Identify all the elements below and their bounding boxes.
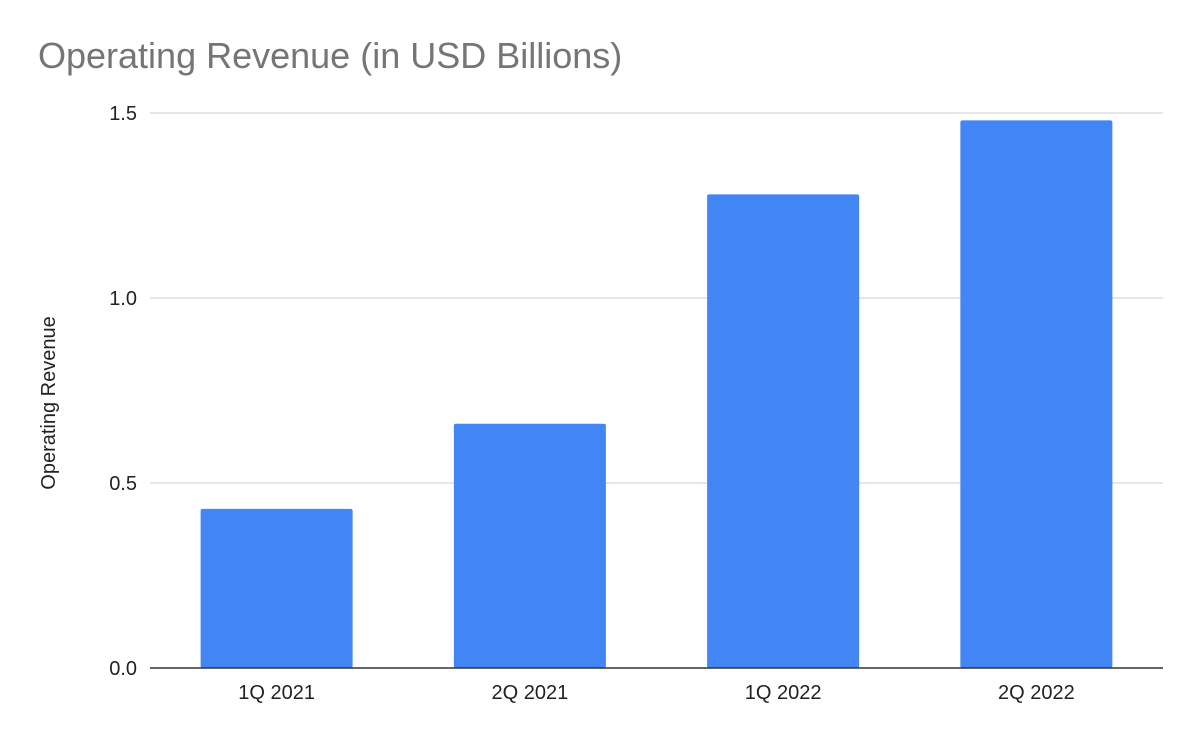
x-axis-ticks: 1Q 2021 2Q 2021 1Q 2022 2Q 2022 [238,682,1074,704]
y-axis-label: Operating Revenue [38,316,60,489]
bar-2q-2021 [453,423,606,668]
y-tick-label: 1.5 [109,103,137,125]
bar-1q-2022 [707,194,860,668]
bars [200,120,1113,668]
x-tick-label: 2Q 2021 [492,682,569,704]
x-tick-label: 1Q 2021 [238,682,315,704]
chart-title: Operating Revenue (in USD Billions) [38,35,622,76]
y-tick-label: 0.5 [109,473,137,495]
bar-1q-2021 [200,508,353,668]
bar-2q-2022 [960,120,1113,668]
y-axis-ticks: 0.0 0.5 1.0 1.5 [109,103,137,680]
y-tick-label: 1.0 [109,288,137,310]
x-tick-label: 1Q 2022 [745,682,822,704]
y-tick-label: 0.0 [109,658,137,680]
x-tick-label: 2Q 2022 [998,682,1075,704]
